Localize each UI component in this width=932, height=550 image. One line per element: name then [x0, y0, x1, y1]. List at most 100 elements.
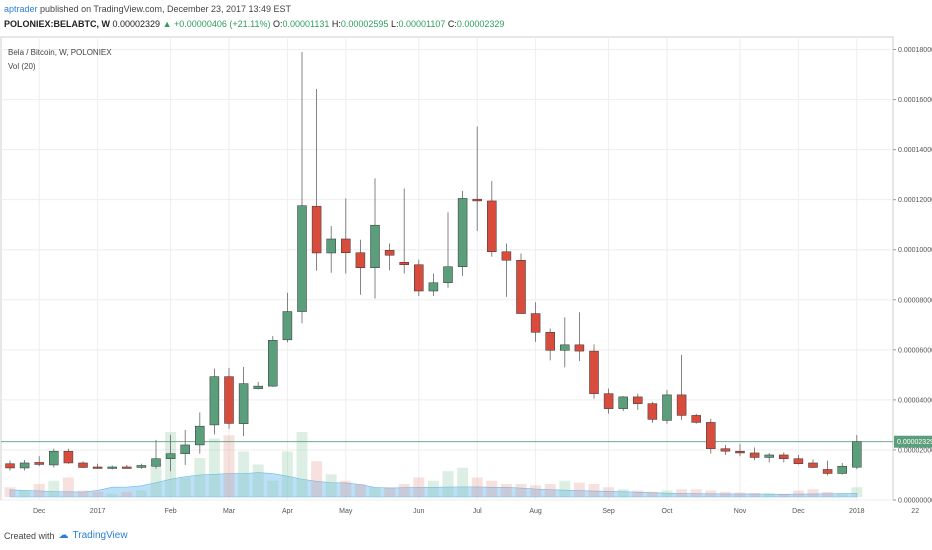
candle-body [326, 238, 336, 254]
candle-body [735, 450, 745, 454]
current-price-label: 0.00002329 [897, 439, 932, 446]
candles-layer [1, 52, 893, 476]
publish-line: aptrader published on TradingView.com, D… [4, 4, 291, 14]
publish-info: published on TradingView.com, December 2… [40, 4, 292, 14]
candle [268, 336, 278, 387]
time-axis[interactable]: Dec 2017 Feb Mar Apr May Jun Jul Aug Sep Oct Nov Dec… [33, 508, 919, 515]
volume-bar [223, 435, 235, 497]
volume-bar [398, 484, 410, 497]
candle-body [19, 462, 30, 469]
candle [560, 317, 570, 368]
candle-body [545, 332, 555, 351]
candle-body [63, 450, 74, 464]
author-link[interactable]: aptrader [4, 4, 38, 14]
candle [822, 460, 833, 476]
volume-bar [617, 489, 629, 497]
candle [793, 454, 804, 465]
candle [92, 463, 103, 469]
volume-bar [194, 458, 206, 497]
candle [122, 464, 132, 469]
candle-body [49, 450, 59, 466]
tradingview-logo-icon: ☁ [58, 530, 69, 541]
candle [384, 243, 395, 271]
candle [808, 459, 818, 468]
candle [647, 401, 658, 423]
price-axis[interactable]: 0.00000000 0.00002000 0.00004000 0.00006000… [893, 47, 932, 505]
candle [180, 429, 190, 465]
volume-bar [121, 491, 133, 497]
candle [136, 463, 147, 469]
candle-body [574, 344, 585, 352]
candle-body [457, 198, 468, 267]
volume-bar [4, 487, 16, 497]
candle-body [633, 396, 643, 404]
candle-body [34, 462, 44, 465]
candle-body [443, 266, 453, 284]
candle-body [647, 403, 658, 420]
candle-body [122, 466, 132, 469]
candle [326, 225, 336, 273]
candle [618, 396, 628, 412]
x-tick-label: Sep [602, 508, 615, 515]
candle [662, 389, 672, 424]
volume-bar [471, 477, 483, 497]
x-tick-label: 22 [911, 508, 919, 515]
candle [603, 388, 614, 414]
candle [720, 444, 731, 455]
volume-bar [296, 432, 308, 497]
volume-bar [749, 493, 761, 497]
x-tick-label: Oct [662, 508, 673, 515]
volume-bar [442, 471, 454, 497]
volume-bar [559, 480, 571, 497]
candle [341, 198, 351, 274]
x-tick-label: May [339, 508, 353, 515]
candle-body [749, 452, 760, 458]
y-tick-label: 0.00002000 [898, 447, 932, 454]
candle-body [136, 465, 147, 468]
close-value: 0.00002329 [456, 19, 505, 29]
candle-body [516, 259, 526, 314]
candle [428, 273, 439, 297]
candle [209, 368, 220, 435]
volume-bar [573, 482, 585, 497]
footer: Created with ☁ TradingView [4, 530, 128, 541]
volume-bar [851, 487, 863, 497]
tradingview-brand-link[interactable]: TradingView [72, 530, 128, 541]
candle [735, 443, 745, 457]
volume-bar [369, 487, 381, 497]
candle [706, 418, 716, 454]
candle [414, 259, 424, 297]
volume-bar [238, 451, 250, 497]
candle-body [822, 469, 833, 474]
volume-bar [719, 491, 731, 497]
y-tick-label: 0.00010000 [898, 247, 932, 254]
candle [19, 459, 30, 471]
last-price: 0.00002329 [112, 19, 161, 29]
candle-body [180, 444, 190, 454]
candle [78, 461, 88, 468]
candle [253, 381, 263, 390]
candle [516, 253, 526, 314]
grid-lines [0, 36, 894, 501]
high-label: H: [331, 19, 341, 29]
volume-ma-area [9, 472, 858, 498]
up-arrow-icon: ▲ [162, 19, 172, 29]
candle [34, 456, 44, 467]
volume-bar [77, 490, 89, 497]
candle-body [662, 394, 672, 421]
candle-body [530, 313, 541, 333]
volume-bar [588, 484, 600, 497]
candle [457, 190, 468, 277]
candle [165, 434, 176, 472]
candle-body [355, 252, 366, 268]
candle-body [720, 448, 731, 452]
close-label: C: [447, 19, 457, 29]
candle-body [5, 463, 15, 469]
candle-body [472, 198, 482, 202]
x-tick-label: Nov [734, 508, 747, 515]
candle-body [92, 466, 103, 469]
x-tick-label: Dec [792, 508, 805, 515]
candle-body [793, 458, 804, 464]
volume-bar [354, 484, 366, 497]
